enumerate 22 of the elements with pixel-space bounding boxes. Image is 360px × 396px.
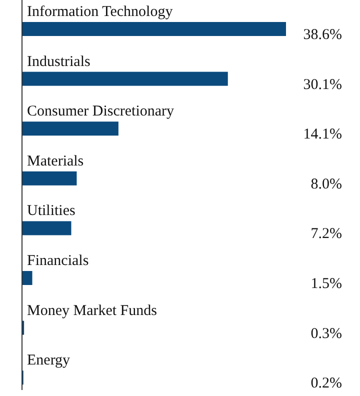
data-label: 7.2% [310, 226, 342, 242]
y-tick-label: Materials [27, 153, 84, 170]
data-label: 14.1% [303, 126, 342, 143]
data-label: 0.2% [310, 376, 342, 392]
y-tick-label: Money Market Funds [27, 302, 158, 319]
y-tick-label: Industrials [27, 54, 90, 70]
data-label: 0.3% [310, 326, 342, 342]
bar [22, 122, 118, 136]
data-label: 30.1% [303, 76, 342, 93]
y-tick-label: Utilities [27, 203, 76, 220]
bar [22, 22, 286, 36]
y-tick-label: Financials [27, 253, 89, 269]
bar [22, 271, 32, 285]
data-label: 8.0% [310, 176, 342, 192]
bar [22, 171, 77, 186]
y-tick-label: Information Technology [27, 4, 174, 20]
y-tick-label: Consumer Discretionary [27, 104, 175, 120]
data-label: 1.5% [310, 276, 342, 292]
y-tick-label: Energy [27, 352, 71, 369]
bar [22, 221, 72, 236]
data-label: 38.6% [303, 27, 342, 43]
bar [22, 72, 228, 86]
